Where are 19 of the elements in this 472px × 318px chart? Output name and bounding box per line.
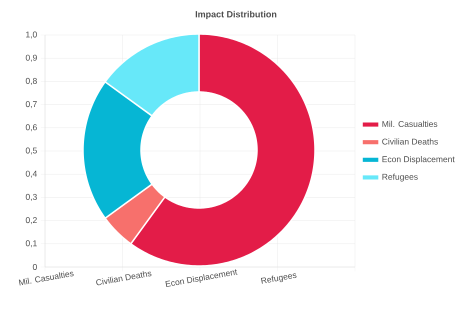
text: 0,8 — [26, 78, 37, 85]
legend-label: Refugees — [382, 174, 418, 182]
text: 0,7 — [26, 101, 37, 108]
text: 0,6 — [26, 124, 37, 132]
text: 0,4 — [26, 170, 37, 178]
text: 0,1 — [26, 240, 37, 248]
text: 0,3 — [26, 194, 37, 201]
text: 0,2 — [26, 217, 37, 224]
legend-label: Econ Displacement — [382, 156, 455, 164]
legend-label: Mil. Casualties — [382, 120, 438, 127]
text: 0 — [32, 264, 37, 270]
legend-label: Civilian Deaths — [382, 138, 438, 145]
chart-title: Impact Distribution — [196, 10, 276, 20]
category-label: Civilian Deaths — [96, 271, 152, 286]
text: 0,9 — [26, 54, 37, 62]
category-label: Mil. Casualties — [18, 272, 74, 286]
category-label: Refugees — [260, 273, 297, 284]
text: 1,0 — [26, 32, 37, 38]
text: 0,5 — [26, 148, 37, 154]
